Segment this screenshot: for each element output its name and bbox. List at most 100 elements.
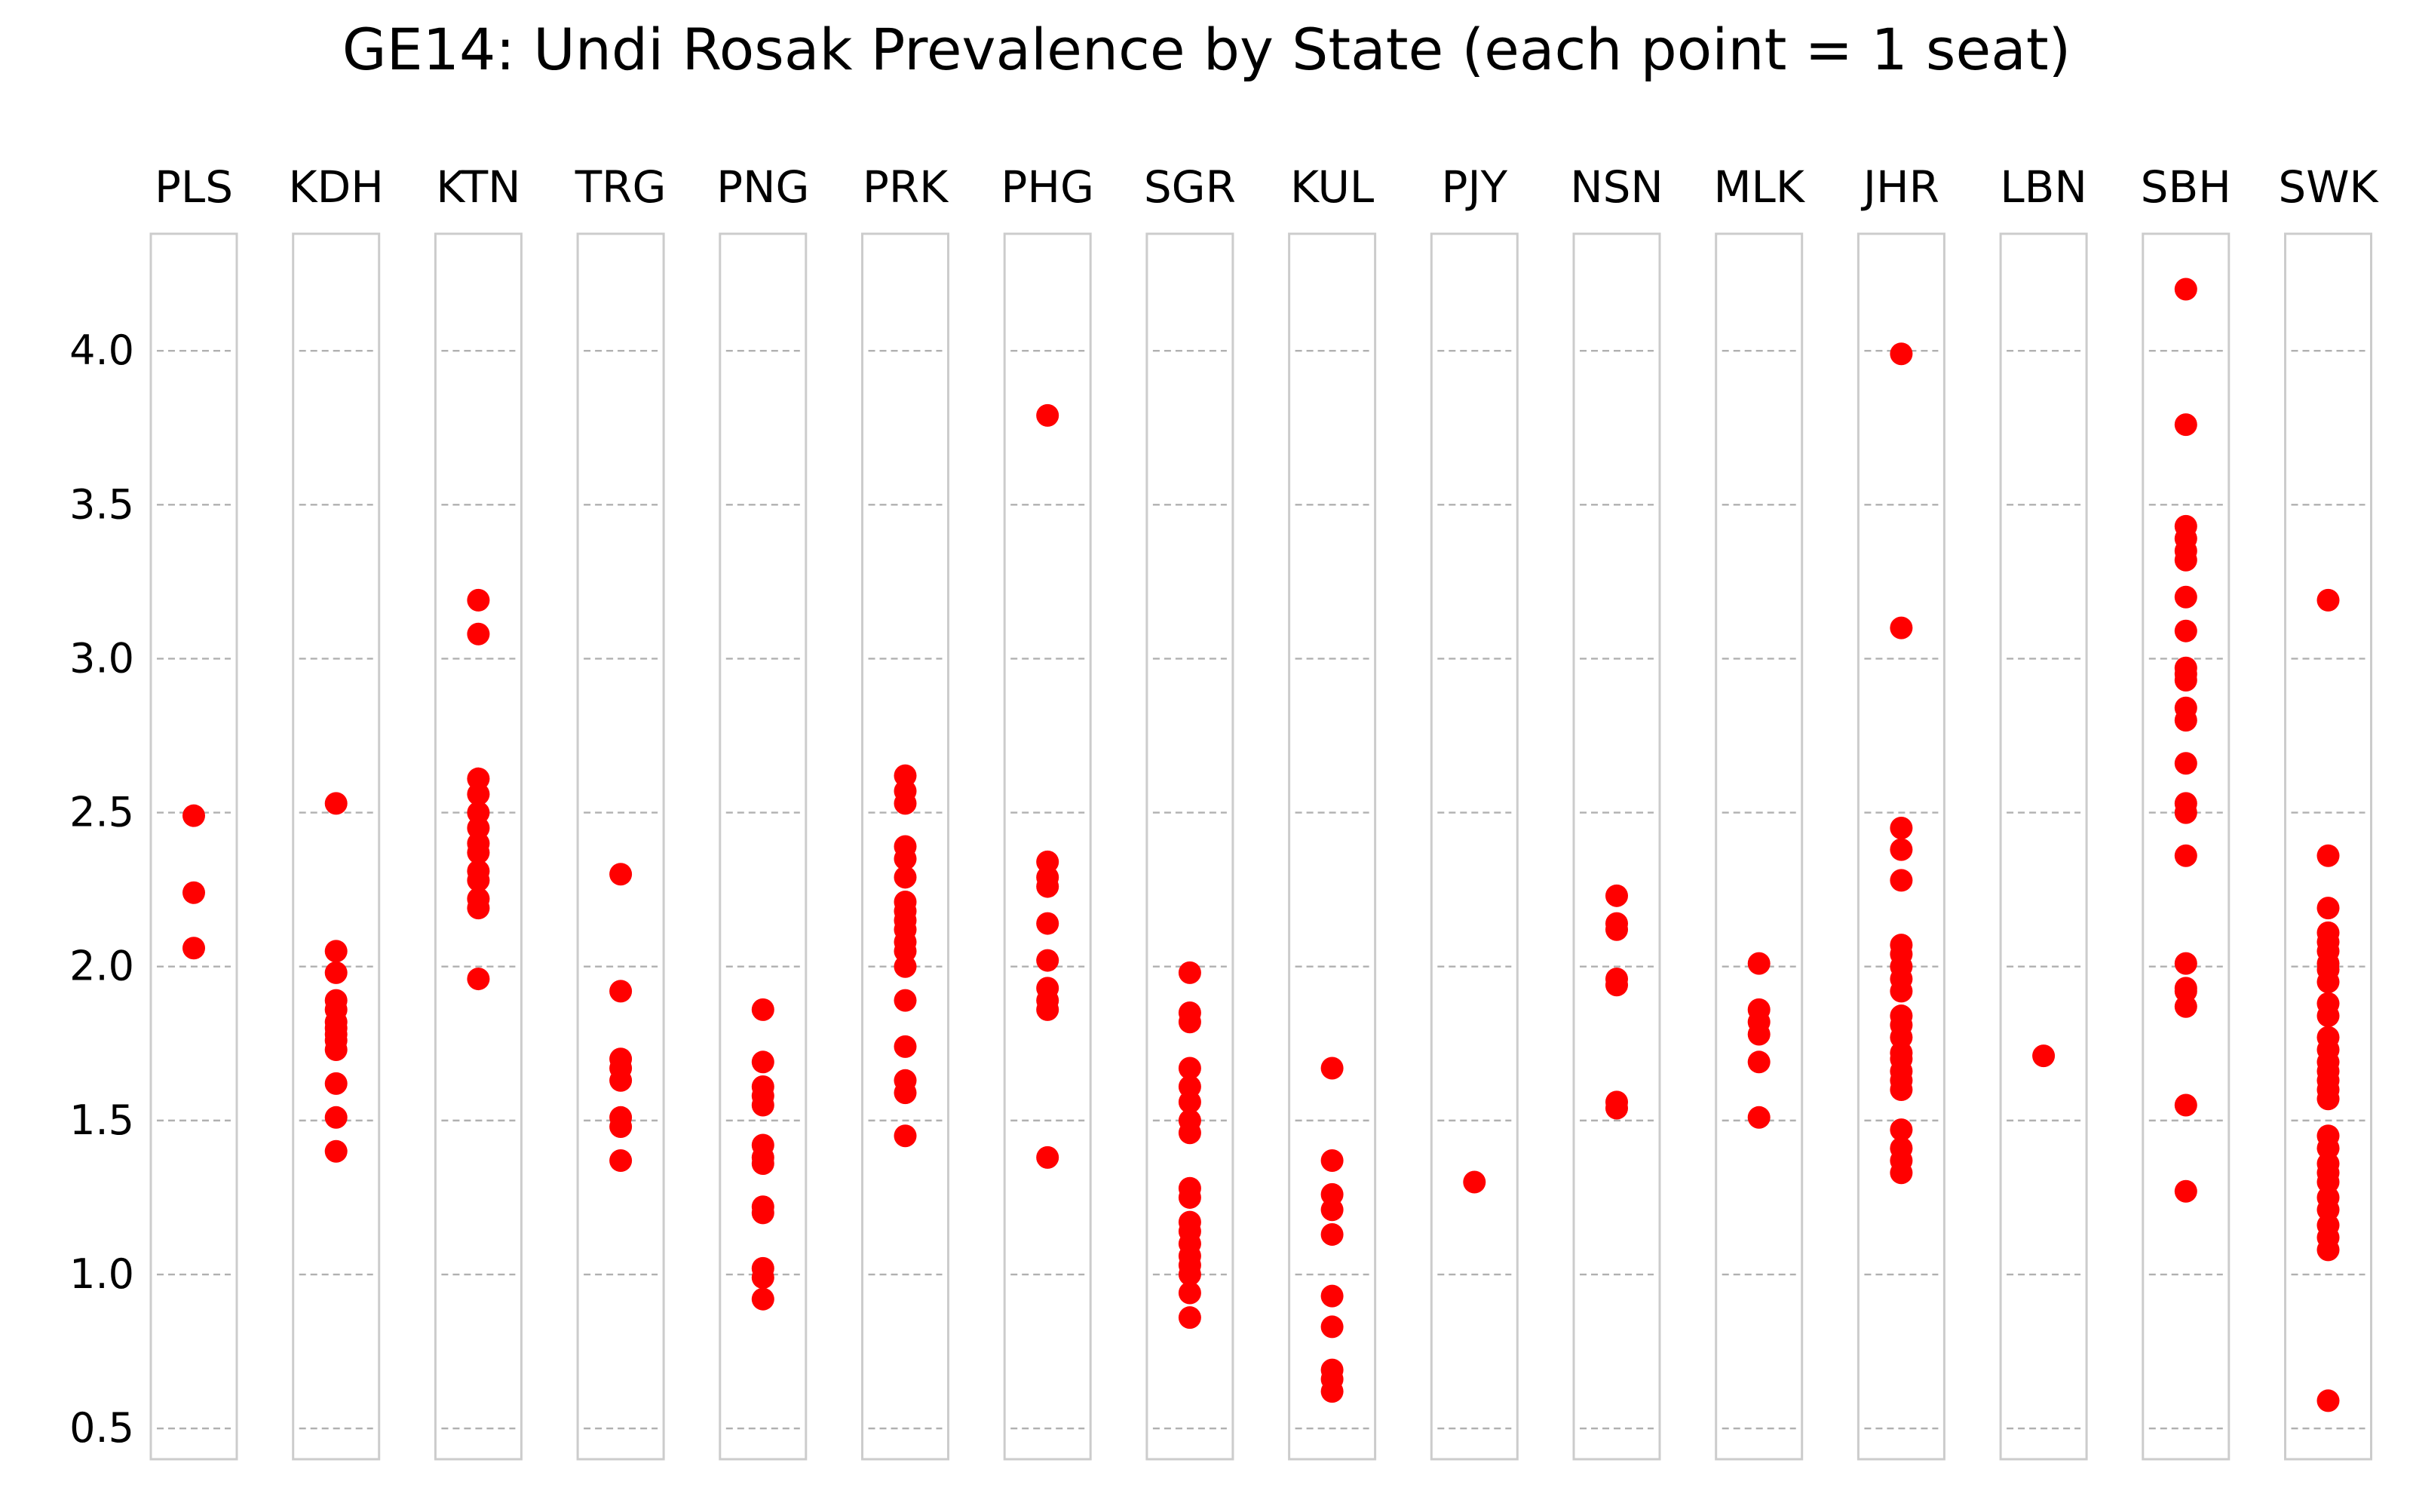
seat-point (1178, 1057, 1201, 1080)
seat-point (324, 792, 348, 815)
panel-frame (1288, 232, 1377, 1461)
seat-point (1463, 1170, 1486, 1194)
seat-point (1320, 1380, 1344, 1403)
seat-point (1890, 1078, 1913, 1102)
panel-label: MLK (1714, 161, 1806, 213)
state-panel-ktn: KTN (434, 161, 523, 1461)
seat-point (1320, 1315, 1344, 1339)
seat-point (324, 1072, 348, 1095)
panel-label: KDH (289, 161, 384, 213)
seat-point (467, 897, 490, 920)
panel-label: KTN (436, 161, 520, 213)
seat-point (751, 1093, 774, 1117)
seat-point (1178, 961, 1201, 984)
seat-point (467, 783, 490, 806)
seat-point (894, 989, 917, 1012)
panel-label: PHG (1001, 161, 1094, 213)
seat-point (1320, 1222, 1344, 1246)
state-panel-kul: KUL (1288, 161, 1377, 1461)
seat-point (182, 804, 205, 827)
seat-point (1036, 998, 1059, 1021)
y-tick-label: 3.5 (69, 480, 134, 528)
y-tick-label: 2.0 (69, 943, 134, 990)
state-panel-lbn: LBN (1999, 161, 2088, 1461)
state-panel-sbh: SBH (2141, 161, 2231, 1461)
seat-point (2174, 709, 2197, 732)
state-panel-pls: PLS (149, 161, 238, 1461)
seat-point (1890, 616, 1913, 639)
seat-point (2316, 1238, 2340, 1262)
panel-frame (434, 232, 523, 1461)
seat-point (1890, 342, 1913, 366)
panel-frame (1999, 232, 2088, 1461)
seat-point (1890, 817, 1913, 840)
panel-label: SBH (2141, 161, 2231, 213)
panel-frame (292, 232, 381, 1461)
state-panel-nsn: NSN (1570, 161, 1663, 1461)
y-tick-label: 3.0 (69, 634, 134, 682)
seat-point (1890, 980, 1913, 1003)
state-panel-prk: PRK (861, 161, 949, 1461)
panel-label: PJY (1442, 161, 1508, 213)
seat-point (1605, 918, 1628, 941)
seat-point (751, 1152, 774, 1176)
seat-point (2174, 952, 2197, 975)
seat-point (1747, 952, 1771, 975)
panel-label: PRK (863, 161, 949, 213)
seat-point (1605, 884, 1628, 907)
seat-point (2174, 278, 2197, 301)
seat-point (1178, 1011, 1201, 1034)
seat-point (2316, 1004, 2340, 1028)
y-tick-label: 1.5 (69, 1096, 134, 1144)
panel-frame (719, 232, 808, 1461)
seat-point (324, 1038, 348, 1061)
panel-frame (1430, 232, 1519, 1461)
seat-point (2316, 971, 2340, 994)
seat-point (1320, 1057, 1344, 1080)
seat-point (467, 968, 490, 991)
seat-point (1178, 1306, 1201, 1330)
panel-frame (576, 232, 665, 1461)
seat-point (324, 1106, 348, 1129)
seat-point (1890, 1161, 1913, 1185)
seat-point (751, 1201, 774, 1225)
state-panel-sgr: SGR (1144, 161, 1236, 1461)
seat-point (894, 955, 917, 978)
seat-point (2032, 1044, 2056, 1068)
state-panel-kdh: KDH (289, 161, 384, 1461)
seat-point (609, 1069, 633, 1092)
seat-point (467, 841, 490, 864)
state-panel-phg: PHG (1001, 161, 1094, 1461)
panel-frame (1715, 232, 1804, 1461)
y-tick-label: 1.0 (69, 1250, 134, 1298)
seat-point (2316, 1389, 2340, 1412)
seat-point (467, 622, 490, 646)
panel-label: PLS (155, 161, 233, 213)
state-panels: PLS KDH KTN TRG PNG PRK PHG SGR KUL PJY NSN MLK JHR L… (149, 161, 2380, 1461)
seat-point (182, 881, 205, 904)
panel-label: PNG (716, 161, 809, 213)
seat-point (2316, 588, 2340, 612)
seat-point (1320, 1198, 1344, 1222)
seat-point (1178, 1121, 1201, 1145)
seat-point (1890, 869, 1913, 892)
seat-point (2316, 1087, 2340, 1111)
seat-point (182, 937, 205, 960)
panel-frame (1857, 232, 1945, 1461)
panel-label: NSN (1570, 161, 1663, 213)
seat-point (1178, 1090, 1201, 1114)
panel-label: KUL (1290, 161, 1374, 213)
seat-point (609, 863, 633, 886)
seat-point (2174, 1093, 2197, 1117)
seat-point (1178, 1185, 1201, 1209)
panel-label: JHR (1861, 161, 1939, 213)
panel-frame (1572, 232, 1661, 1461)
seat-point (1036, 949, 1059, 972)
seat-point (609, 980, 633, 1003)
seat-point (1178, 1263, 1201, 1287)
panel-frame (1003, 232, 1092, 1461)
seat-point (751, 1266, 774, 1290)
panel-label: SWK (2278, 161, 2379, 213)
